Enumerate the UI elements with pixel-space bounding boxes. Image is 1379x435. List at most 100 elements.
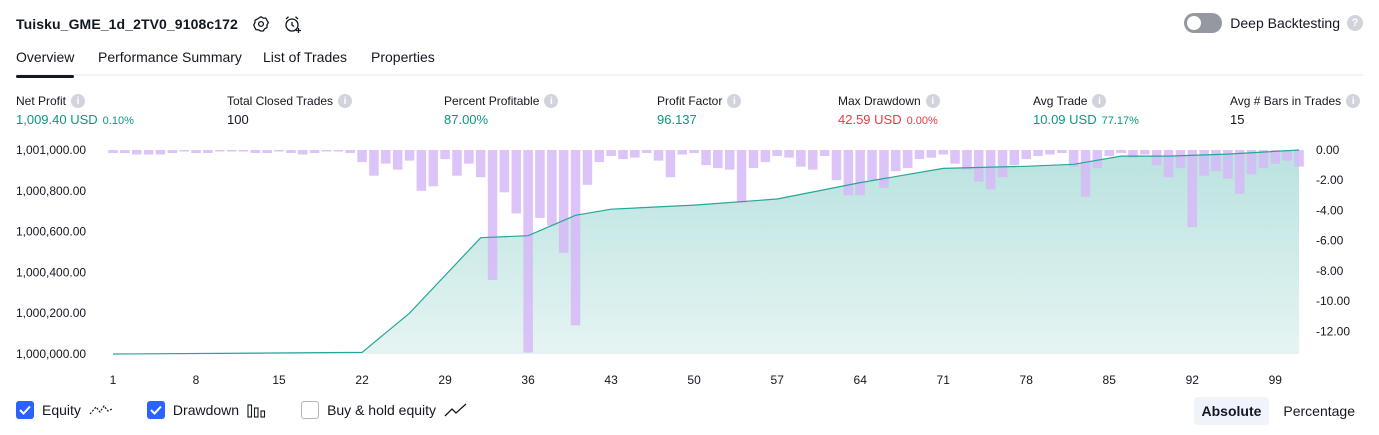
help-icon[interactable]: ? [1347,15,1363,31]
info-icon[interactable]: i [544,94,559,108]
x-axis-tick-label: 8 [193,373,200,387]
metric-value-text: 15 [1230,112,1245,127]
drawdown-bar [926,150,937,158]
metric-value: 87.00% [444,112,558,128]
drawdown-bar [523,150,533,353]
metric-label: Avg Trade i [1033,93,1139,109]
drawdown-bar [238,150,249,152]
info-icon[interactable]: i [338,94,353,108]
tab-performance-summary[interactable]: Performance Summary [98,49,242,65]
legend-equity[interactable]: Equity [16,401,113,419]
x-axis-tick-label: 36 [521,373,535,387]
drawdown-bar [938,150,948,155]
tab-list-of-trades[interactable]: List of Trades [263,49,348,65]
buy-hold-checkbox[interactable] [301,401,320,419]
metric-value: 96.137 [657,112,741,128]
drawdown-bar [452,150,462,176]
drawdown-bar [985,150,996,190]
buy-hold-line-icon [444,402,468,418]
metric-value-text: 1,009.40 USD [16,112,98,127]
deep-backtesting: Deep Backtesting ? [1184,13,1363,33]
drawdown-bar [819,150,830,156]
drawdown-bar [618,150,628,160]
percentage-button[interactable]: Percentage [1283,403,1355,419]
check-icon [150,405,162,415]
drawdown-bar [1223,150,1233,179]
left-axis-tick-label: 1,000,800.00 [16,184,86,198]
legend-drawdown[interactable]: Drawdown [146,401,267,419]
x-axis-tick-label: 50 [687,373,701,387]
equity-checkbox[interactable] [16,401,34,419]
strategy-title: Tuisku_GME_1d_2TV0_9108c172 [16,16,238,32]
info-icon[interactable]: i [71,94,86,108]
drawdown-bar [1294,150,1304,167]
drawdown-bar [974,150,984,182]
drawdown-bar [1246,150,1257,175]
info-icon[interactable]: i [925,94,940,108]
x-axis-tick-label: 64 [854,373,868,387]
x-axis-tick-label: 1 [110,373,117,387]
metric-label-text: Avg # Bars in Trades [1230,94,1342,108]
drawdown-bar [701,150,711,166]
x-axis-tick-label: 78 [1020,373,1034,387]
drawdown-bar [962,150,972,170]
drawdown-bar [428,150,438,187]
metric-percent-profitable: Percent Profitable i 87.00% [444,93,559,128]
drawdown-bar [642,150,652,153]
drawdown-bar [630,150,640,158]
metric-avg-bars-in-trades: Avg # Bars in Trades i 15 [1230,93,1361,128]
drawdown-bar [286,150,296,153]
drawdown-checkbox[interactable] [146,401,165,419]
equity-label: Equity [42,402,81,418]
drawdown-bar [1140,150,1150,155]
equity-area [113,150,1299,354]
drawdown-bar [298,150,308,155]
left-axis-tick-label: 1,000,000.00 [16,347,86,361]
info-icon[interactable]: i [1346,94,1361,108]
metric-value: 10.09 USD 77.17% [1033,112,1139,128]
drawdown-bar [1068,150,1079,167]
add-alert-clock-icon[interactable] [282,13,304,35]
x-axis-tick-label: 92 [1186,373,1200,387]
info-icon[interactable]: i [727,94,742,108]
absolute-button[interactable]: Absolute [1193,397,1270,425]
drawdown-bar [1270,150,1280,164]
metric-value-text: 87.00% [444,112,489,127]
drawdown-bar [653,150,664,161]
drawdown-bar [1199,150,1209,176]
drawdown-bar [997,150,1008,178]
equity-area-layer [113,150,1299,354]
drawdown-bar [1009,150,1020,166]
info-icon[interactable]: i [1092,94,1107,108]
gear-icon[interactable] [250,13,272,35]
drawdown-bar [416,150,427,191]
drawdown-bar [345,150,355,153]
metric-profit-factor: Profit Factor i 96.137 [657,93,742,128]
metric-label: Total Closed Trades i [227,93,353,109]
drawdown-bar [357,150,367,163]
x-axis-tick-label: 99 [1269,373,1283,387]
display-mode-switch: Absolute Percentage [1188,397,1364,425]
drawdown-bar [772,150,782,156]
drawdown-bar [1151,150,1162,166]
tab-properties[interactable]: Properties [371,49,435,65]
drawdown-bar [535,150,545,218]
drawdown-bar [499,150,510,193]
drawdown-bar [321,150,332,152]
drawdown-bar [487,150,498,280]
drawdown-bar [1080,150,1091,197]
drawdown-bar [404,150,415,161]
tab-overview[interactable]: Overview [16,46,75,78]
metric-value: 42.59 USD 0.00% [838,112,940,128]
drawdown-bar [475,150,486,178]
equity-drawdown-chart[interactable]: 1,001,000.00 1,000,800.00 1,000,600.00 1,00… [0,140,1379,392]
legend-buy-hold-equity[interactable]: Buy & hold equity [301,401,468,419]
deep-backtesting-toggle[interactable] [1184,13,1223,33]
metric-max-drawdown: Max Drawdown i 42.59 USD 0.00% [838,93,940,128]
drawdown-bar [143,150,154,155]
drawdown-bar [203,150,213,153]
x-axis: 1 8 15 22 29 36 43 50 57 64 71 78 85 92 99 [110,373,1283,387]
toggle-knob [1187,16,1202,30]
drawdown-bar [914,150,925,160]
drawdown-bar [262,150,272,153]
